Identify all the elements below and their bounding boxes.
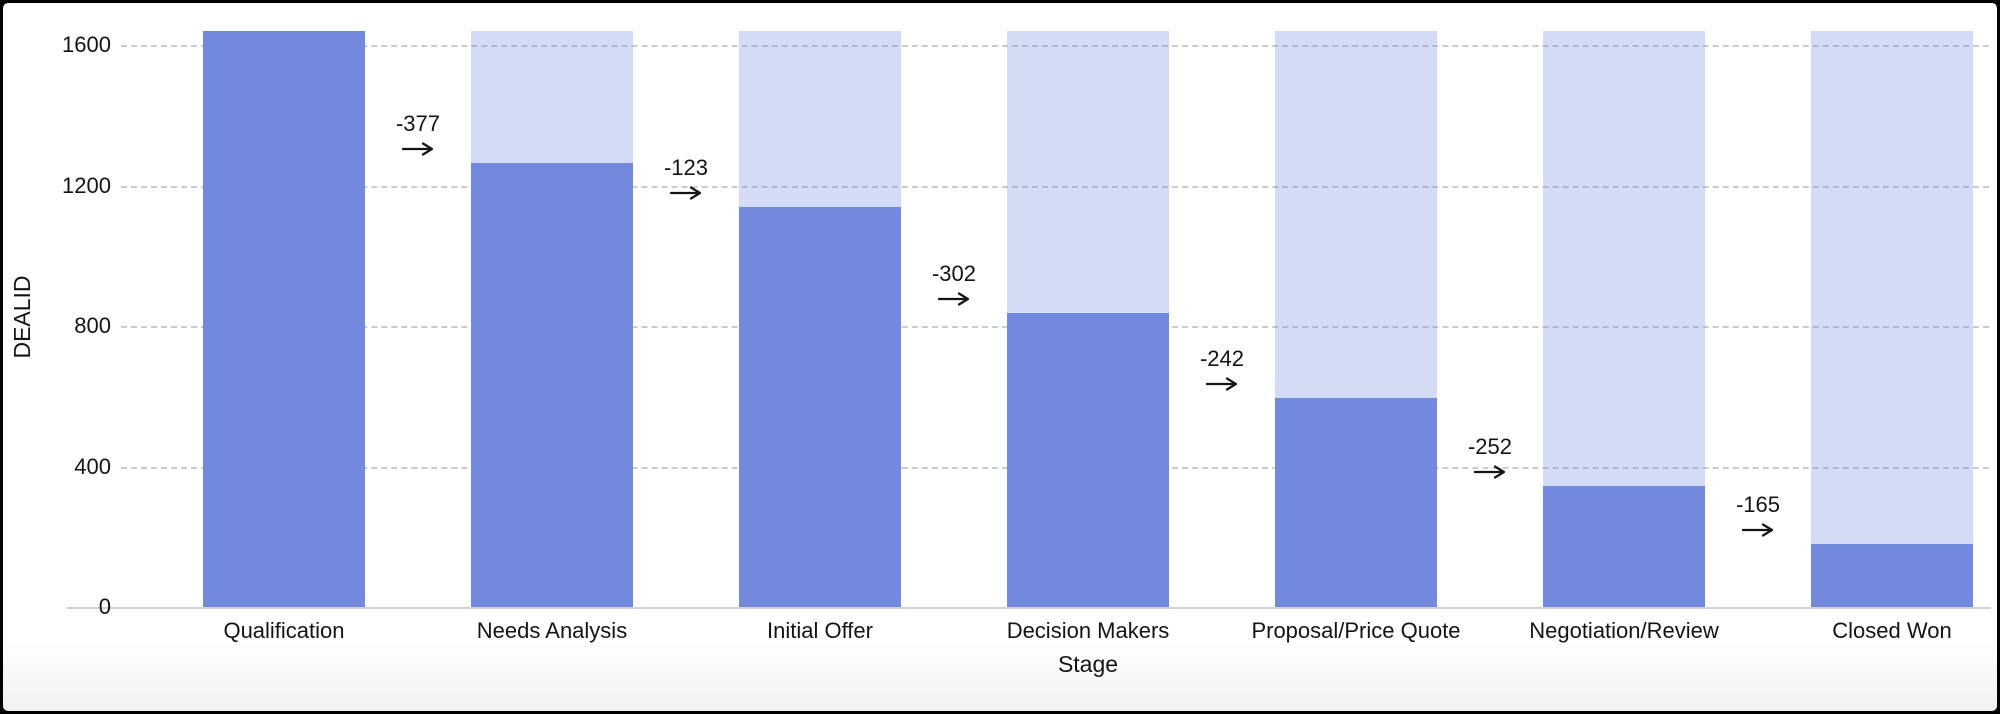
y-tick-label: 800: [74, 313, 111, 338]
delta-value-label: -377: [395, 111, 441, 137]
delta-annotation: -165: [1736, 494, 1780, 538]
funnel-value-bar: [1543, 486, 1705, 607]
right-arrow-icon: [937, 292, 970, 306]
funnel-value-bar: [739, 206, 901, 607]
x-category-label: Initial Offer: [767, 618, 873, 643]
x-category-label: Closed Won: [1832, 618, 1952, 643]
delta-value-label: -302: [931, 260, 977, 286]
funnel-value-bar: [203, 30, 365, 607]
x-category-label: Decision Makers: [1006, 618, 1170, 643]
funnel-value-bar: [1007, 312, 1169, 607]
funnel-value-bar: [471, 163, 633, 607]
x-category-label: Proposal/Price Quote: [1251, 618, 1461, 643]
funnel-value-bar: [1811, 544, 1973, 607]
right-arrow-icon: [1741, 523, 1774, 537]
right-arrow-icon: [401, 142, 434, 156]
delta-value-label: -165: [1735, 492, 1781, 518]
delta-annotation: -302: [931, 260, 977, 307]
y-tick-label: 0: [98, 594, 111, 619]
delta-value-label: -123: [663, 154, 709, 180]
y-axis-title: DEALID: [9, 275, 35, 359]
x-axis-line: [67, 607, 1991, 609]
delta-annotation: -377: [396, 113, 440, 157]
funnel-max-bar: [1811, 30, 1973, 607]
chart-canvas: 0 400 800 1200 1600 Qualification Needs Analys…: [3, 3, 1997, 711]
y-tick-label: 400: [74, 453, 111, 479]
right-arrow-icon: [1205, 377, 1238, 391]
y-tick-label: 1600: [62, 32, 111, 57]
gridline: [121, 45, 1989, 47]
gridline: [121, 185, 1989, 188]
delta-annotation: -242: [1199, 345, 1245, 392]
x-category-label: Needs Analysis: [476, 618, 628, 643]
x-category-label: Negotiation/Review: [1529, 618, 1719, 643]
x-axis-title: Stage: [1057, 651, 1119, 677]
delta-value-label: -242: [1199, 345, 1245, 371]
delta-value-label: -252: [1467, 434, 1513, 460]
x-category-label: Qualification: [223, 618, 345, 643]
funnel-chart: 0 400 800 1200 1600 Qualification Needs Analys…: [3, 3, 1997, 711]
delta-annotation: -123: [663, 154, 709, 201]
funnel-value-bar: [1275, 397, 1437, 607]
delta-annotation: -252: [1468, 436, 1512, 480]
y-tick-label: 1200: [62, 172, 111, 198]
right-arrow-icon: [669, 185, 702, 200]
right-arrow-icon: [1473, 465, 1506, 479]
